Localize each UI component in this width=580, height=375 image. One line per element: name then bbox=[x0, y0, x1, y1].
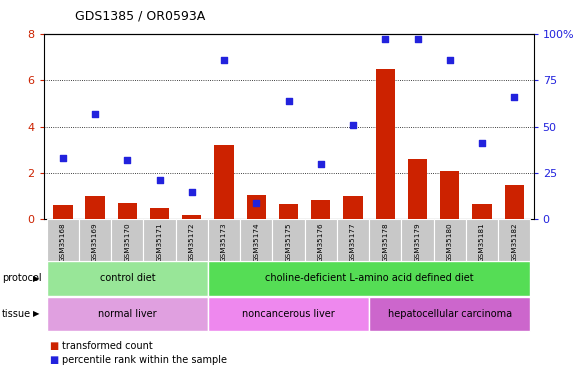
Bar bbox=[408, 159, 427, 219]
Text: GSM35171: GSM35171 bbox=[157, 222, 162, 262]
Bar bbox=[79, 219, 111, 261]
Bar bbox=[215, 145, 234, 219]
Text: percentile rank within the sample: percentile rank within the sample bbox=[62, 355, 227, 365]
Bar bbox=[343, 196, 362, 219]
Point bbox=[380, 36, 390, 42]
Bar bbox=[47, 261, 208, 296]
Text: ■: ■ bbox=[49, 341, 59, 351]
Bar bbox=[505, 184, 524, 219]
Text: GSM35180: GSM35180 bbox=[447, 222, 453, 262]
Text: GSM35182: GSM35182 bbox=[511, 222, 517, 262]
Text: GSM35175: GSM35175 bbox=[285, 222, 292, 262]
Bar bbox=[369, 219, 401, 261]
Text: GSM35178: GSM35178 bbox=[382, 222, 388, 262]
Point bbox=[123, 157, 132, 163]
Bar bbox=[176, 219, 208, 261]
Bar bbox=[182, 215, 201, 219]
Text: GSM35176: GSM35176 bbox=[318, 222, 324, 262]
Bar bbox=[304, 219, 337, 261]
Bar bbox=[472, 204, 492, 219]
Bar bbox=[47, 219, 79, 261]
Point bbox=[477, 140, 487, 146]
Bar bbox=[466, 219, 498, 261]
Point bbox=[316, 161, 325, 167]
Text: GSM35170: GSM35170 bbox=[124, 222, 130, 262]
Point bbox=[187, 189, 197, 195]
Text: choline-deficient L-amino acid defined diet: choline-deficient L-amino acid defined d… bbox=[265, 273, 473, 284]
Point bbox=[413, 36, 422, 42]
Text: normal liver: normal liver bbox=[98, 309, 157, 319]
Bar bbox=[208, 219, 240, 261]
Point bbox=[349, 122, 358, 128]
Text: GDS1385 / OR0593A: GDS1385 / OR0593A bbox=[75, 9, 206, 22]
Text: transformed count: transformed count bbox=[62, 341, 153, 351]
Bar bbox=[369, 297, 530, 331]
Bar bbox=[118, 203, 137, 219]
Bar bbox=[434, 219, 466, 261]
Bar bbox=[85, 196, 105, 219]
Text: protocol: protocol bbox=[2, 273, 41, 283]
Bar bbox=[150, 208, 169, 219]
Text: GSM35173: GSM35173 bbox=[221, 222, 227, 262]
Text: GSM35177: GSM35177 bbox=[350, 222, 356, 262]
Point bbox=[510, 94, 519, 100]
Text: GSM35179: GSM35179 bbox=[415, 222, 420, 262]
Point bbox=[219, 57, 229, 63]
Text: control diet: control diet bbox=[100, 273, 155, 284]
Bar bbox=[208, 261, 530, 296]
Text: hepatocellular carcinoma: hepatocellular carcinoma bbox=[387, 309, 512, 319]
Text: noncancerous liver: noncancerous liver bbox=[242, 309, 335, 319]
Bar bbox=[246, 195, 266, 219]
Text: GSM35168: GSM35168 bbox=[60, 222, 66, 262]
Point bbox=[252, 200, 261, 206]
Bar bbox=[401, 219, 434, 261]
Bar bbox=[208, 297, 369, 331]
Bar bbox=[240, 219, 273, 261]
Bar bbox=[273, 219, 304, 261]
Text: tissue: tissue bbox=[2, 309, 31, 319]
Text: GSM35181: GSM35181 bbox=[479, 222, 485, 262]
Bar bbox=[53, 206, 72, 219]
Bar bbox=[311, 200, 331, 219]
Text: ■: ■ bbox=[49, 355, 59, 365]
Point bbox=[445, 57, 454, 63]
Bar bbox=[440, 171, 459, 219]
Bar bbox=[111, 219, 143, 261]
Text: ▶: ▶ bbox=[33, 274, 39, 283]
Text: GSM35172: GSM35172 bbox=[189, 222, 195, 262]
Text: GSM35169: GSM35169 bbox=[92, 222, 98, 262]
Point bbox=[284, 98, 293, 104]
Point bbox=[90, 111, 100, 117]
Text: GSM35174: GSM35174 bbox=[253, 222, 259, 262]
Text: ▶: ▶ bbox=[33, 309, 39, 318]
Bar bbox=[143, 219, 176, 261]
Bar bbox=[376, 69, 395, 219]
Bar bbox=[47, 297, 208, 331]
Bar bbox=[498, 219, 530, 261]
Point bbox=[155, 177, 164, 183]
Point bbox=[58, 155, 67, 161]
Bar bbox=[279, 204, 298, 219]
Bar bbox=[337, 219, 369, 261]
